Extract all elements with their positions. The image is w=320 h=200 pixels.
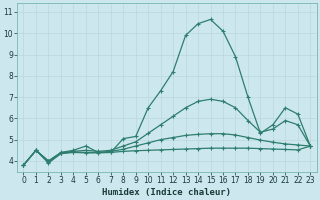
X-axis label: Humidex (Indice chaleur): Humidex (Indice chaleur) [102,188,231,197]
